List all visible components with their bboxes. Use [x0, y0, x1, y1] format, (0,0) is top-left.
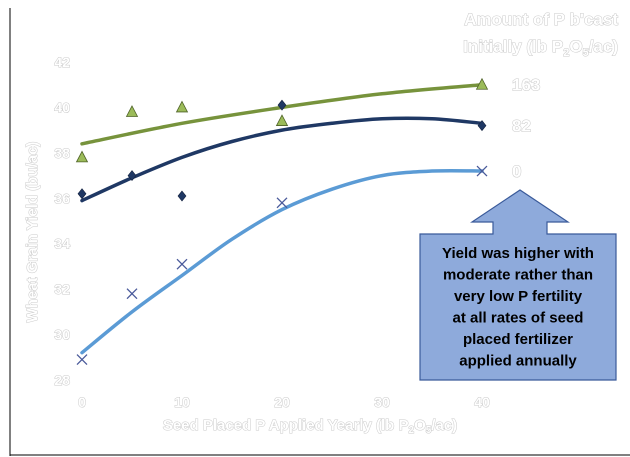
marker-triangle — [125, 105, 139, 117]
marker-x — [176, 258, 188, 270]
y-tick-label: 36 — [54, 190, 70, 206]
y-tick-label: 42 — [54, 54, 70, 70]
callout-arrow-shape — [419, 189, 617, 381]
callout-line: at all rates of seed — [453, 310, 584, 327]
series-label-163: 163 — [512, 76, 540, 95]
x-tick-label: 20 — [274, 394, 290, 410]
y-tick-label: 28 — [54, 372, 70, 388]
x-tick-label: 0 — [78, 394, 86, 410]
marker-triangle — [75, 150, 89, 163]
x-axis-label: Seed Placed P Applied Yearly (lb P2O5/ac… — [163, 417, 457, 436]
marker-diamond — [127, 170, 137, 182]
y-tick-label: 38 — [54, 145, 70, 161]
marker-x — [476, 165, 488, 177]
y-tick-label: 32 — [54, 281, 70, 297]
y-axis-label: Wheat Grain Yield (bu/ac) — [24, 142, 41, 323]
trendline-82 — [80, 116, 484, 203]
chart-title-line-1: Amount of P b'cast — [464, 10, 618, 29]
y-tick-label: 34 — [54, 236, 70, 252]
marker-triangle — [275, 114, 289, 126]
marker-diamond — [77, 188, 87, 200]
y-tick-label: 40 — [54, 99, 70, 115]
marker-x — [76, 354, 88, 366]
x-tick-label: 40 — [474, 394, 490, 410]
series-label-0: 0 — [512, 162, 521, 181]
data-markers — [75, 77, 489, 366]
marker-x — [126, 288, 138, 300]
trendline-0 — [80, 168, 484, 355]
marker-triangle — [475, 77, 489, 90]
callout-line: applied annually — [459, 353, 577, 370]
callout-line: very low P fertility — [454, 288, 583, 305]
callout-line: Yield was higher with — [442, 245, 594, 262]
marker-x — [276, 197, 288, 209]
marker-diamond — [477, 120, 487, 132]
marker-diamond — [177, 190, 187, 202]
y-tick-label: 30 — [54, 327, 70, 343]
callout-text: Yield was higher with moderate rather tha… — [442, 245, 594, 370]
x-tick-label: 10 — [174, 394, 190, 410]
marker-triangle — [175, 100, 189, 113]
callout-line: moderate rather than — [443, 267, 593, 284]
series-label-82: 82 — [512, 117, 531, 136]
x-tick-label: 30 — [374, 394, 390, 410]
callout-line: placed fertilizer — [463, 331, 573, 348]
marker-diamond — [277, 99, 287, 111]
axis-ticks: 28 30 32 34 36 38 40 42 0 10 20 30 40 — [54, 54, 491, 411]
series-labels: 163 82 0 — [512, 75, 541, 181]
chart-title-line-2: Initially (lb P2O5/ac) — [463, 37, 618, 59]
